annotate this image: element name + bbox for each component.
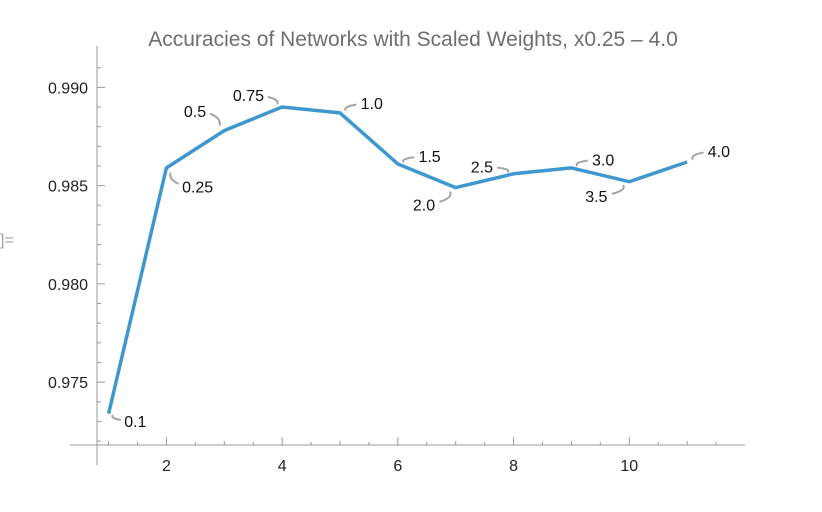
point-label: 0.1 bbox=[124, 414, 146, 431]
point-label-leader bbox=[439, 191, 452, 203]
point-label-leader bbox=[691, 151, 704, 160]
point-label: 3.5 bbox=[585, 189, 607, 206]
point-label-leader bbox=[402, 156, 415, 163]
point-label-leader bbox=[344, 103, 357, 112]
point-label: 0.25 bbox=[182, 180, 213, 197]
point-label: 0.5 bbox=[184, 104, 206, 121]
point-label-leader bbox=[169, 172, 179, 185]
chart-title: Accuracies of Networks with Scaled Weigh… bbox=[148, 28, 678, 51]
point-label-leader bbox=[496, 166, 510, 173]
point-label: 3.0 bbox=[592, 152, 614, 169]
point-label: 2.0 bbox=[413, 197, 435, 214]
point-labels: 0.1 0.25 0.5 0.75 1.0 1.5 2.0 2.5 3.0 3.5 4.0 bbox=[124, 88, 730, 431]
x-tick-label: 8 bbox=[509, 458, 518, 475]
point-label-leader bbox=[209, 112, 221, 126]
point-label-leader bbox=[611, 184, 625, 195]
y-tick-label: 0.980 bbox=[48, 277, 88, 294]
point-label: 1.5 bbox=[418, 149, 440, 166]
point-label: 0.75 bbox=[233, 88, 264, 105]
axes: 2 4 6 8 10 0.975 0.980 0.985 0.990 bbox=[48, 46, 745, 475]
series-group bbox=[106, 105, 688, 415]
point-label-leader bbox=[267, 96, 279, 105]
point-label-leader bbox=[575, 159, 589, 167]
x-tick-label: 10 bbox=[620, 458, 638, 475]
y-tick-label: 0.975 bbox=[48, 375, 88, 392]
x-tick-label: 4 bbox=[278, 458, 287, 475]
x-tick-label: 6 bbox=[393, 458, 402, 475]
cell-output-marker: ]= bbox=[0, 232, 14, 249]
point-label: 4.0 bbox=[708, 144, 730, 161]
point-label: 1.0 bbox=[361, 96, 383, 113]
point-label: 2.5 bbox=[471, 159, 493, 176]
point-label-leaders bbox=[111, 96, 704, 421]
point-label-leader bbox=[111, 414, 122, 421]
y-tick-label: 0.985 bbox=[48, 179, 88, 196]
y-tick-label: 0.990 bbox=[48, 80, 88, 97]
x-tick-label: 2 bbox=[162, 458, 171, 475]
